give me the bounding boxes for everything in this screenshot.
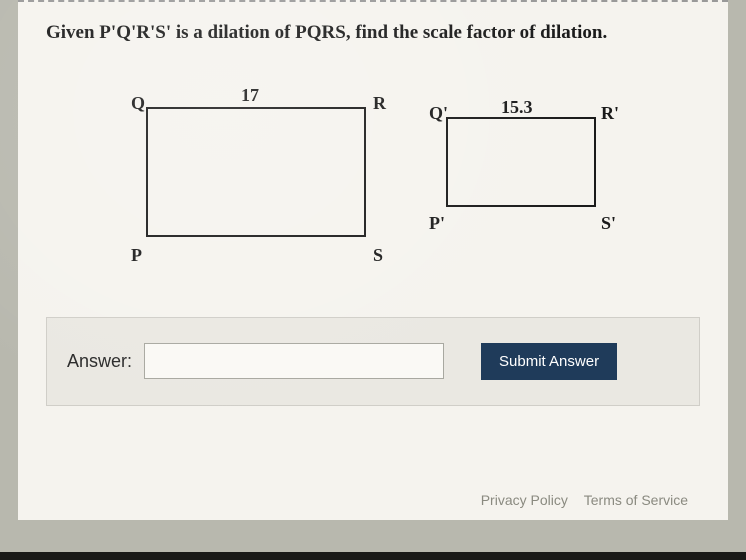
terms-link[interactable]: Terms of Service [584,492,688,508]
vertex-p: P [131,245,142,266]
footer-links: Privacy Policy Terms of Service [469,492,688,508]
rect-pqrs-prime [446,117,596,207]
vertex-q: Q [131,93,145,114]
answer-label: Answer: [67,351,132,372]
rect-pqrs [146,107,366,237]
answer-input[interactable] [144,343,444,379]
side-qr-length: 17 [241,85,259,106]
vertex-q-prime: Q' [429,103,448,124]
vertex-r: R [373,93,386,114]
vertex-s-prime: S' [601,213,616,234]
vertex-r-prime: R' [601,103,619,124]
privacy-link[interactable]: Privacy Policy [481,492,568,508]
submit-button[interactable]: Submit Answer [481,343,617,380]
vertex-s: S [373,245,383,266]
question-card: Given P'Q'R'S' is a dilation of PQRS, fi… [18,0,728,520]
answer-row: Answer: Submit Answer [46,317,700,406]
side-qr-prime-length: 15.3 [501,97,533,118]
vertex-p-prime: P' [429,213,445,234]
bottom-bar [0,552,746,560]
question-text: Given P'Q'R'S' is a dilation of PQRS, fi… [46,20,700,47]
diagram-area: Q 17 R P S Q' 15.3 R' P' S' [46,87,700,287]
